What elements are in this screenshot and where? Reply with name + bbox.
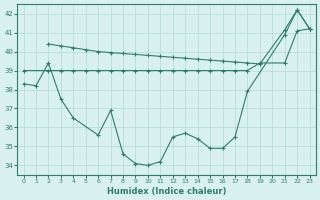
X-axis label: Humidex (Indice chaleur): Humidex (Indice chaleur) — [107, 187, 226, 196]
